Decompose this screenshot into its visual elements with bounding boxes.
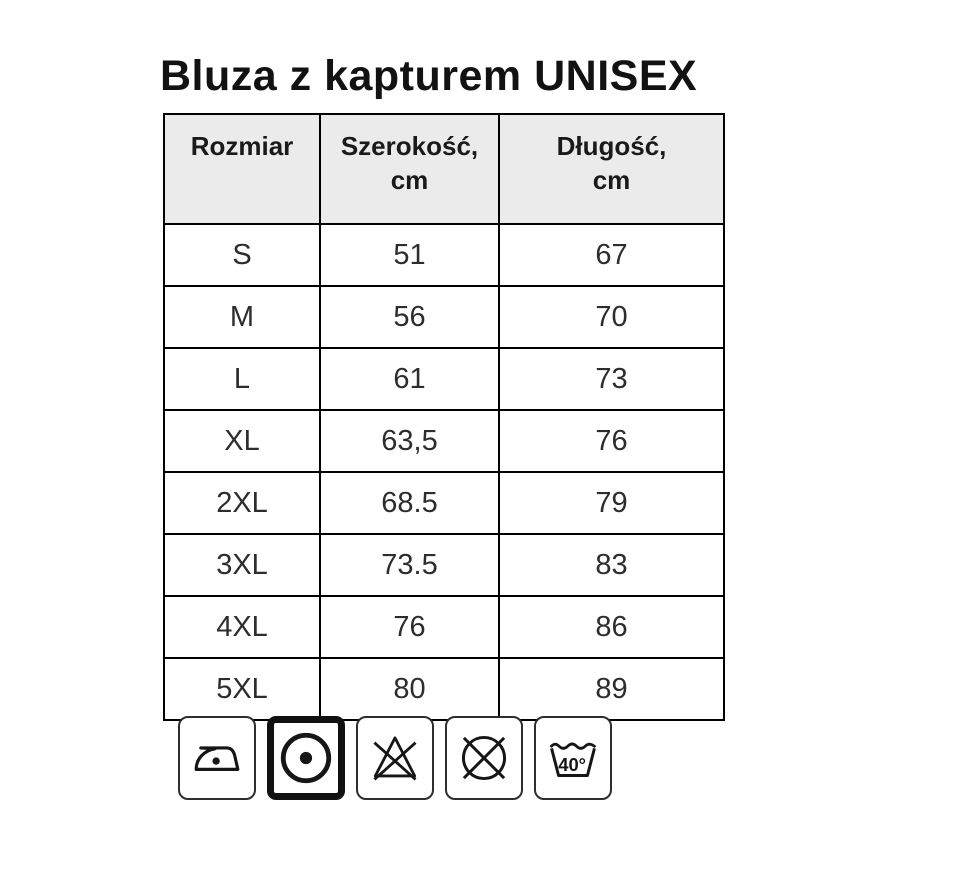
- table-row: 5XL 80 89: [163, 657, 725, 721]
- size-table: Rozmiar Szerokość, cm Długość, cm S 51 6…: [163, 113, 725, 721]
- care-symbols-row: 40°: [178, 716, 612, 800]
- table-row: 3XL 73.5 83: [163, 533, 725, 597]
- length-cell: 83: [498, 533, 725, 597]
- length-cell: 67: [498, 223, 725, 287]
- column-header-size: Rozmiar: [163, 113, 321, 225]
- length-cell: 73: [498, 347, 725, 411]
- wash-temp-label: 40°: [558, 754, 586, 775]
- table-row: M 56 70: [163, 285, 725, 349]
- size-table-header: Rozmiar Szerokość, cm Długość, cm: [163, 113, 725, 225]
- tumble-dry-one-dot-icon: [267, 716, 345, 800]
- length-cell: 89: [498, 657, 725, 721]
- column-header-length: Długość, cm: [498, 113, 725, 225]
- length-cell: 79: [498, 471, 725, 535]
- table-row: S 51 67: [163, 223, 725, 287]
- width-cell: 56: [319, 285, 500, 349]
- do-not-bleach-icon: [356, 716, 434, 800]
- size-cell: S: [163, 223, 321, 287]
- table-row: XL 63,5 76: [163, 409, 725, 473]
- table-row: 2XL 68.5 79: [163, 471, 725, 535]
- width-cell: 80: [319, 657, 500, 721]
- size-cell: L: [163, 347, 321, 411]
- length-cell: 76: [498, 409, 725, 473]
- length-cell: 86: [498, 595, 725, 659]
- wash-40-icon: 40°: [534, 716, 612, 800]
- size-cell: 4XL: [163, 595, 321, 659]
- width-cell: 68.5: [319, 471, 500, 535]
- width-cell: 73.5: [319, 533, 500, 597]
- size-cell: 3XL: [163, 533, 321, 597]
- header-row: Rozmiar Szerokość, cm Długość, cm: [163, 113, 725, 225]
- iron-one-dot-icon: [178, 716, 256, 800]
- width-cell: 61: [319, 347, 500, 411]
- size-cell: 2XL: [163, 471, 321, 535]
- size-cell: 5XL: [163, 657, 321, 721]
- do-not-dry-clean-icon: [445, 716, 523, 800]
- size-cell: M: [163, 285, 321, 349]
- table-row: L 61 73: [163, 347, 725, 411]
- width-cell: 51: [319, 223, 500, 287]
- size-cell: XL: [163, 409, 321, 473]
- width-cell: 63,5: [319, 409, 500, 473]
- page-title: Bluza z kapturem UNISEX: [160, 52, 698, 100]
- length-cell: 70: [498, 285, 725, 349]
- width-cell: 76: [319, 595, 500, 659]
- table-row: 4XL 76 86: [163, 595, 725, 659]
- column-header-width: Szerokość, cm: [319, 113, 500, 225]
